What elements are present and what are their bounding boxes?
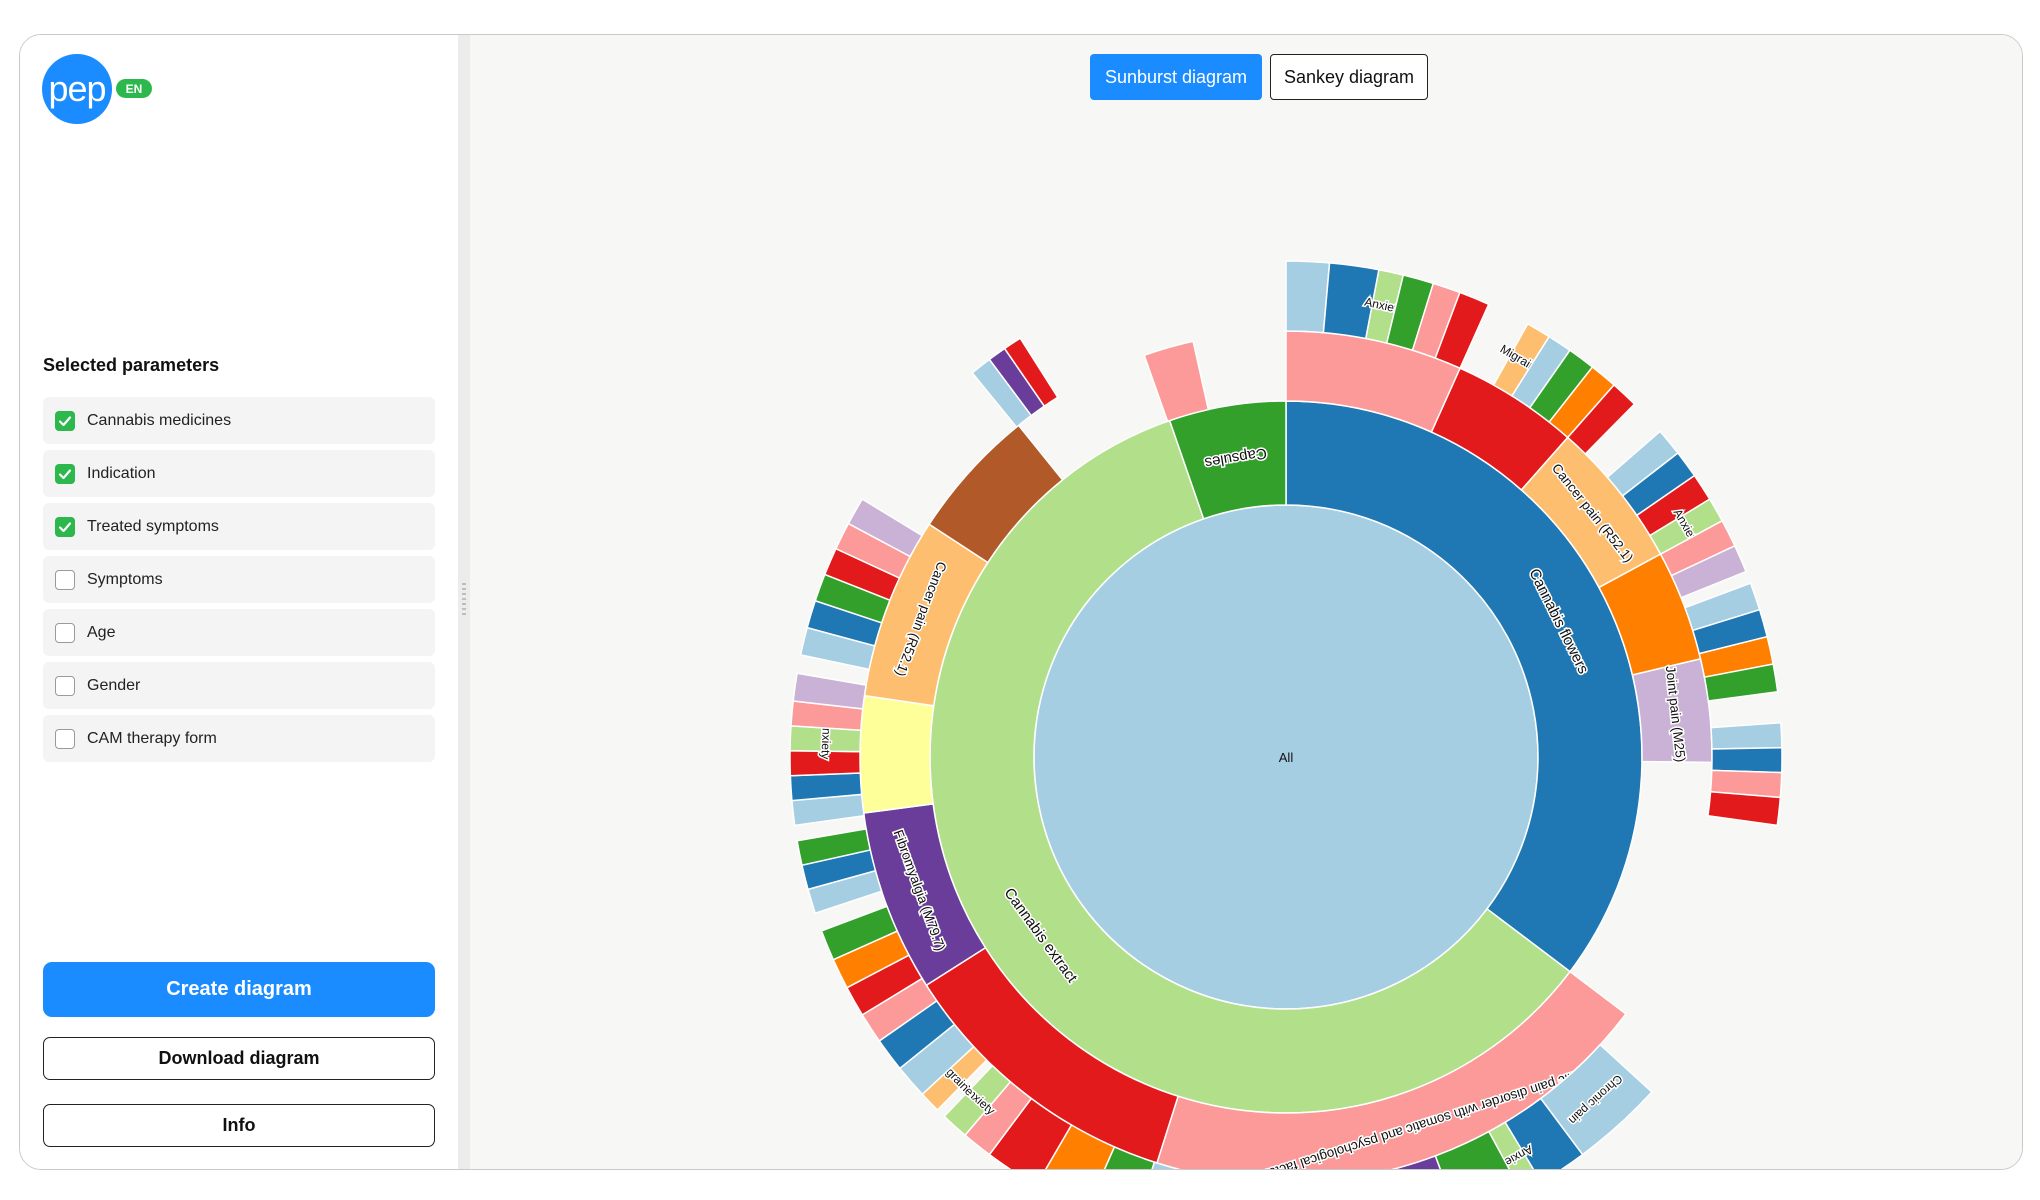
- param-gender[interactable]: Gender: [43, 662, 435, 709]
- checkbox-icon[interactable]: [55, 410, 75, 431]
- param-treated-symptoms[interactable]: Treated symptoms: [43, 503, 435, 550]
- pep-logo[interactable]: pep: [42, 54, 112, 124]
- diagram-area: Sunburst diagram Sankey diagram All Canna…: [470, 35, 2022, 1169]
- level2-segment[interactable]: [859, 694, 935, 814]
- tab-sankey[interactable]: Sankey diagram: [1270, 54, 1428, 100]
- segment-anxiety[interactable]: [943, 1064, 1012, 1137]
- tab-sunburst[interactable]: Sunburst diagram: [1090, 54, 1262, 100]
- param-cannabis-medicines[interactable]: Cannabis medicines: [43, 397, 435, 444]
- checkbox-icon[interactable]: [55, 516, 75, 537]
- app-window: pep EN Selected parameters Cannabis medi…: [19, 34, 2023, 1170]
- level3-segment[interactable]: [1710, 721, 1783, 750]
- param-label: Age: [87, 623, 116, 641]
- checkbox-icon[interactable]: [55, 728, 75, 749]
- param-label: Cannabis medicines: [87, 411, 232, 429]
- root-label: All: [1279, 750, 1294, 765]
- checkbox-icon[interactable]: [55, 675, 75, 696]
- panel-splitter[interactable]: [458, 35, 470, 1169]
- param-label: Treated symptoms: [87, 517, 219, 535]
- level3-segment[interactable]: [1670, 544, 1747, 599]
- level3-segment[interactable]: [1703, 663, 1779, 702]
- level3-segment[interactable]: [1384, 1155, 1460, 1169]
- level3-segment[interactable]: [1434, 291, 1490, 370]
- param-cam-therapy-form[interactable]: CAM therapy form: [43, 715, 435, 762]
- level3-segment[interactable]: [1566, 383, 1636, 455]
- param-indication[interactable]: Indication: [43, 450, 435, 497]
- drag-handle-icon[interactable]: [462, 583, 466, 617]
- param-label: Gender: [87, 676, 141, 694]
- level2-segment[interactable]: [928, 424, 1064, 564]
- level3-segment[interactable]: [1707, 790, 1782, 827]
- level3-segment[interactable]: [1003, 337, 1059, 408]
- level3-segment[interactable]: [1285, 260, 1331, 334]
- checkbox-icon[interactable]: [55, 622, 75, 643]
- param-age[interactable]: Age: [43, 609, 435, 656]
- logo-text: pep: [48, 68, 106, 109]
- level3-segment[interactable]: [796, 828, 872, 867]
- level2-segment[interactable]: [1143, 340, 1210, 423]
- level3-segment[interactable]: [1711, 746, 1783, 774]
- checkbox-icon[interactable]: [55, 569, 75, 590]
- level3-segment[interactable]: [820, 905, 899, 961]
- language-badge[interactable]: EN: [116, 79, 152, 98]
- checkbox-icon[interactable]: [55, 463, 75, 484]
- param-label: Symptoms: [87, 570, 163, 588]
- param-symptoms[interactable]: Symptoms: [43, 556, 435, 603]
- level3-segment[interactable]: [792, 672, 867, 710]
- param-label: Indication: [87, 464, 156, 482]
- sidebar: pep EN Selected parameters Cannabis medi…: [20, 35, 458, 1169]
- params-title: Selected parameters: [43, 355, 220, 375]
- level3-segment[interactable]: [847, 498, 924, 558]
- param-label: CAM therapy form: [87, 729, 217, 747]
- info-button[interactable]: Info: [43, 1104, 435, 1147]
- params-list: Cannabis medicines Indication Treated sy…: [43, 397, 435, 768]
- download-diagram-button[interactable]: Download diagram: [43, 1037, 435, 1080]
- create-diagram-button[interactable]: Create diagram: [43, 962, 435, 1017]
